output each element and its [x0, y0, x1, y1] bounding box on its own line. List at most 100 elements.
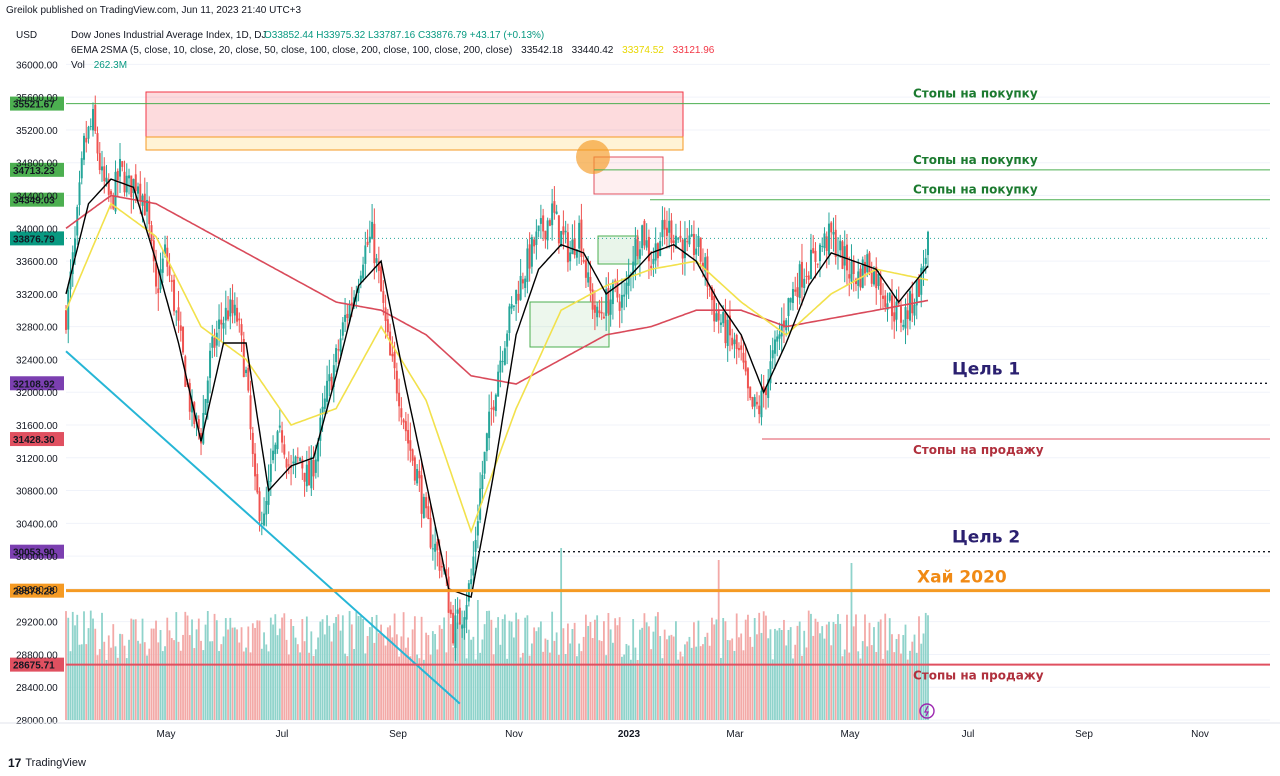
candle-body: [278, 425, 281, 428]
volume-bar: [116, 657, 119, 720]
volume-bar: [231, 627, 234, 720]
volume-bar: [661, 658, 664, 720]
candle-body: [465, 605, 468, 620]
candle-body: [182, 326, 185, 353]
volume-bar: [195, 629, 198, 720]
volume-bar: [528, 655, 531, 720]
volume-bar: [729, 640, 731, 720]
volume-bar: [130, 618, 133, 720]
candle-body: [98, 153, 101, 170]
volume-bar: [695, 646, 698, 720]
candle-body: [571, 239, 574, 255]
candle-body: [74, 238, 77, 257]
volume-bar: [837, 614, 839, 720]
volume-bar: [823, 638, 826, 720]
candle-body: [794, 289, 797, 292]
candle-body: [308, 460, 311, 486]
candle-body: [137, 186, 140, 194]
candle-body: [119, 158, 122, 177]
volume-bar: [652, 631, 655, 720]
volume-label[interactable]: Vol: [71, 60, 85, 71]
volume-bar: [173, 640, 175, 720]
candle-body: [188, 383, 191, 412]
tradingview-brand[interactable]: TradingView: [25, 757, 86, 769]
volume-bar: [483, 624, 486, 720]
candle-body: [355, 294, 358, 302]
volume-bar: [751, 646, 754, 720]
volume-bar: [544, 638, 547, 720]
tradingview-logo-icon: 17: [8, 756, 22, 770]
candle-body: [179, 325, 182, 331]
candle-body: [452, 612, 455, 644]
volume-bar: [157, 642, 160, 720]
volume-bar: [497, 617, 500, 720]
volume-bar: [121, 634, 124, 720]
volume-bar: [551, 611, 554, 720]
candle-body: [904, 307, 907, 329]
volume-bar: [344, 653, 346, 720]
candle-body: [785, 320, 788, 331]
volume-bar: [539, 621, 542, 720]
candle-body: [418, 470, 421, 479]
chart-legend: USD Dow Jones Industrial Average Index, …: [16, 28, 714, 73]
candle-body: [875, 266, 878, 289]
candle-body: [510, 303, 513, 309]
trend-line: [65, 350, 461, 705]
volume-bar: [355, 612, 358, 720]
candle-body: [220, 319, 223, 325]
x-tick-label: 2023: [618, 729, 641, 740]
candle-body: [377, 261, 380, 271]
volume-bar: [166, 617, 169, 720]
price-badge: [10, 192, 64, 207]
candle-body: [303, 472, 306, 482]
candle-body: [663, 219, 666, 230]
volume-bar: [224, 618, 227, 720]
candle-body: [67, 289, 70, 330]
volume-bar: [585, 614, 587, 720]
candle-body: [740, 345, 743, 350]
candle-body: [683, 238, 686, 259]
y-tick-label: 29200.00: [16, 618, 58, 629]
candle-body: [767, 379, 770, 398]
volume-bar: [427, 635, 430, 720]
candle-body: [209, 350, 212, 378]
y-tick-label: 34800.00: [16, 159, 58, 170]
volume-bar: [346, 656, 349, 720]
volume-bar: [418, 658, 421, 720]
volume-bar: [236, 629, 238, 720]
volume-bar: [555, 632, 558, 720]
candle-body: [222, 322, 225, 329]
candle-body: [726, 319, 729, 347]
volume-bar: [744, 619, 747, 720]
volume-bar: [152, 628, 155, 720]
candle-body: [497, 371, 500, 397]
volume-bar: [218, 651, 220, 720]
volume-bar: [765, 615, 767, 720]
volume-bar: [785, 645, 788, 720]
volume-bar: [285, 639, 288, 720]
ma-value-3: 33374.52: [622, 45, 664, 56]
indicator-name[interactable]: 6EMA 2SMA (5, close, 10, close, 20, clos…: [71, 45, 513, 56]
volume-bar: [267, 651, 270, 720]
candle-body: [746, 368, 749, 389]
volume-bar: [371, 616, 373, 720]
candle-body: [668, 220, 671, 233]
symbol-name[interactable]: Dow Jones Industrial Average Index, 1D, …: [71, 30, 267, 41]
candle-body: [348, 303, 351, 322]
volume-bar: [888, 618, 891, 720]
volume-bar: [794, 644, 797, 720]
candle-body: [404, 421, 407, 432]
volume-bar: [589, 622, 592, 720]
candle-body: [364, 245, 367, 264]
candle-body: [665, 227, 668, 236]
volume-bar: [368, 627, 371, 720]
volume-bar: [159, 630, 162, 720]
volume-bar: [868, 622, 871, 720]
volume-bar: [816, 621, 819, 720]
volume-bar: [510, 621, 513, 720]
candle-body: [168, 266, 171, 276]
volume-bar: [249, 652, 252, 720]
volume-bar: [175, 612, 178, 720]
volume-bar: [778, 627, 781, 720]
level-caption: Стопы на покупку: [913, 153, 1038, 167]
